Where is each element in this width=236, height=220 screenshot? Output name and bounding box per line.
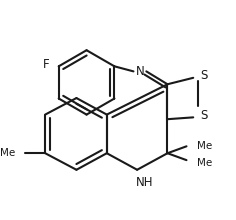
Text: Me: Me <box>0 148 16 158</box>
Text: S: S <box>201 109 208 122</box>
Text: S: S <box>201 69 208 82</box>
Text: Me: Me <box>197 141 212 151</box>
Text: N: N <box>135 65 144 78</box>
Text: NH: NH <box>136 176 153 189</box>
Text: F: F <box>42 58 49 71</box>
Text: Me: Me <box>197 158 212 168</box>
